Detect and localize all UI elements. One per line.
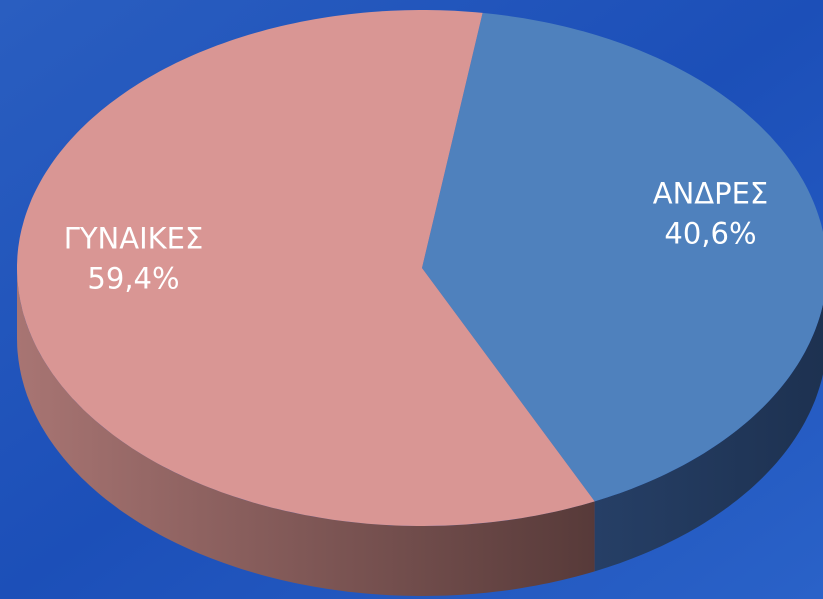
slice-label: ΓΥΝΑΙΚΕΣ [64,221,204,255]
pie-tops [17,10,823,526]
pie-sides [17,268,823,596]
slice-label: ΑΝΔΡΕΣ [653,177,769,211]
pie-side [594,304,823,572]
pie-labels: ΑΝΔΡΕΣ 40,6% ΓΥΝΑΙΚΕΣ 59,4% [64,177,769,296]
slice-value-label: 40,6% [664,217,756,251]
slice-value-label: 59,4% [87,261,179,295]
pie-slice [422,12,823,502]
pie-slice [17,10,595,526]
pie-side [17,268,595,596]
